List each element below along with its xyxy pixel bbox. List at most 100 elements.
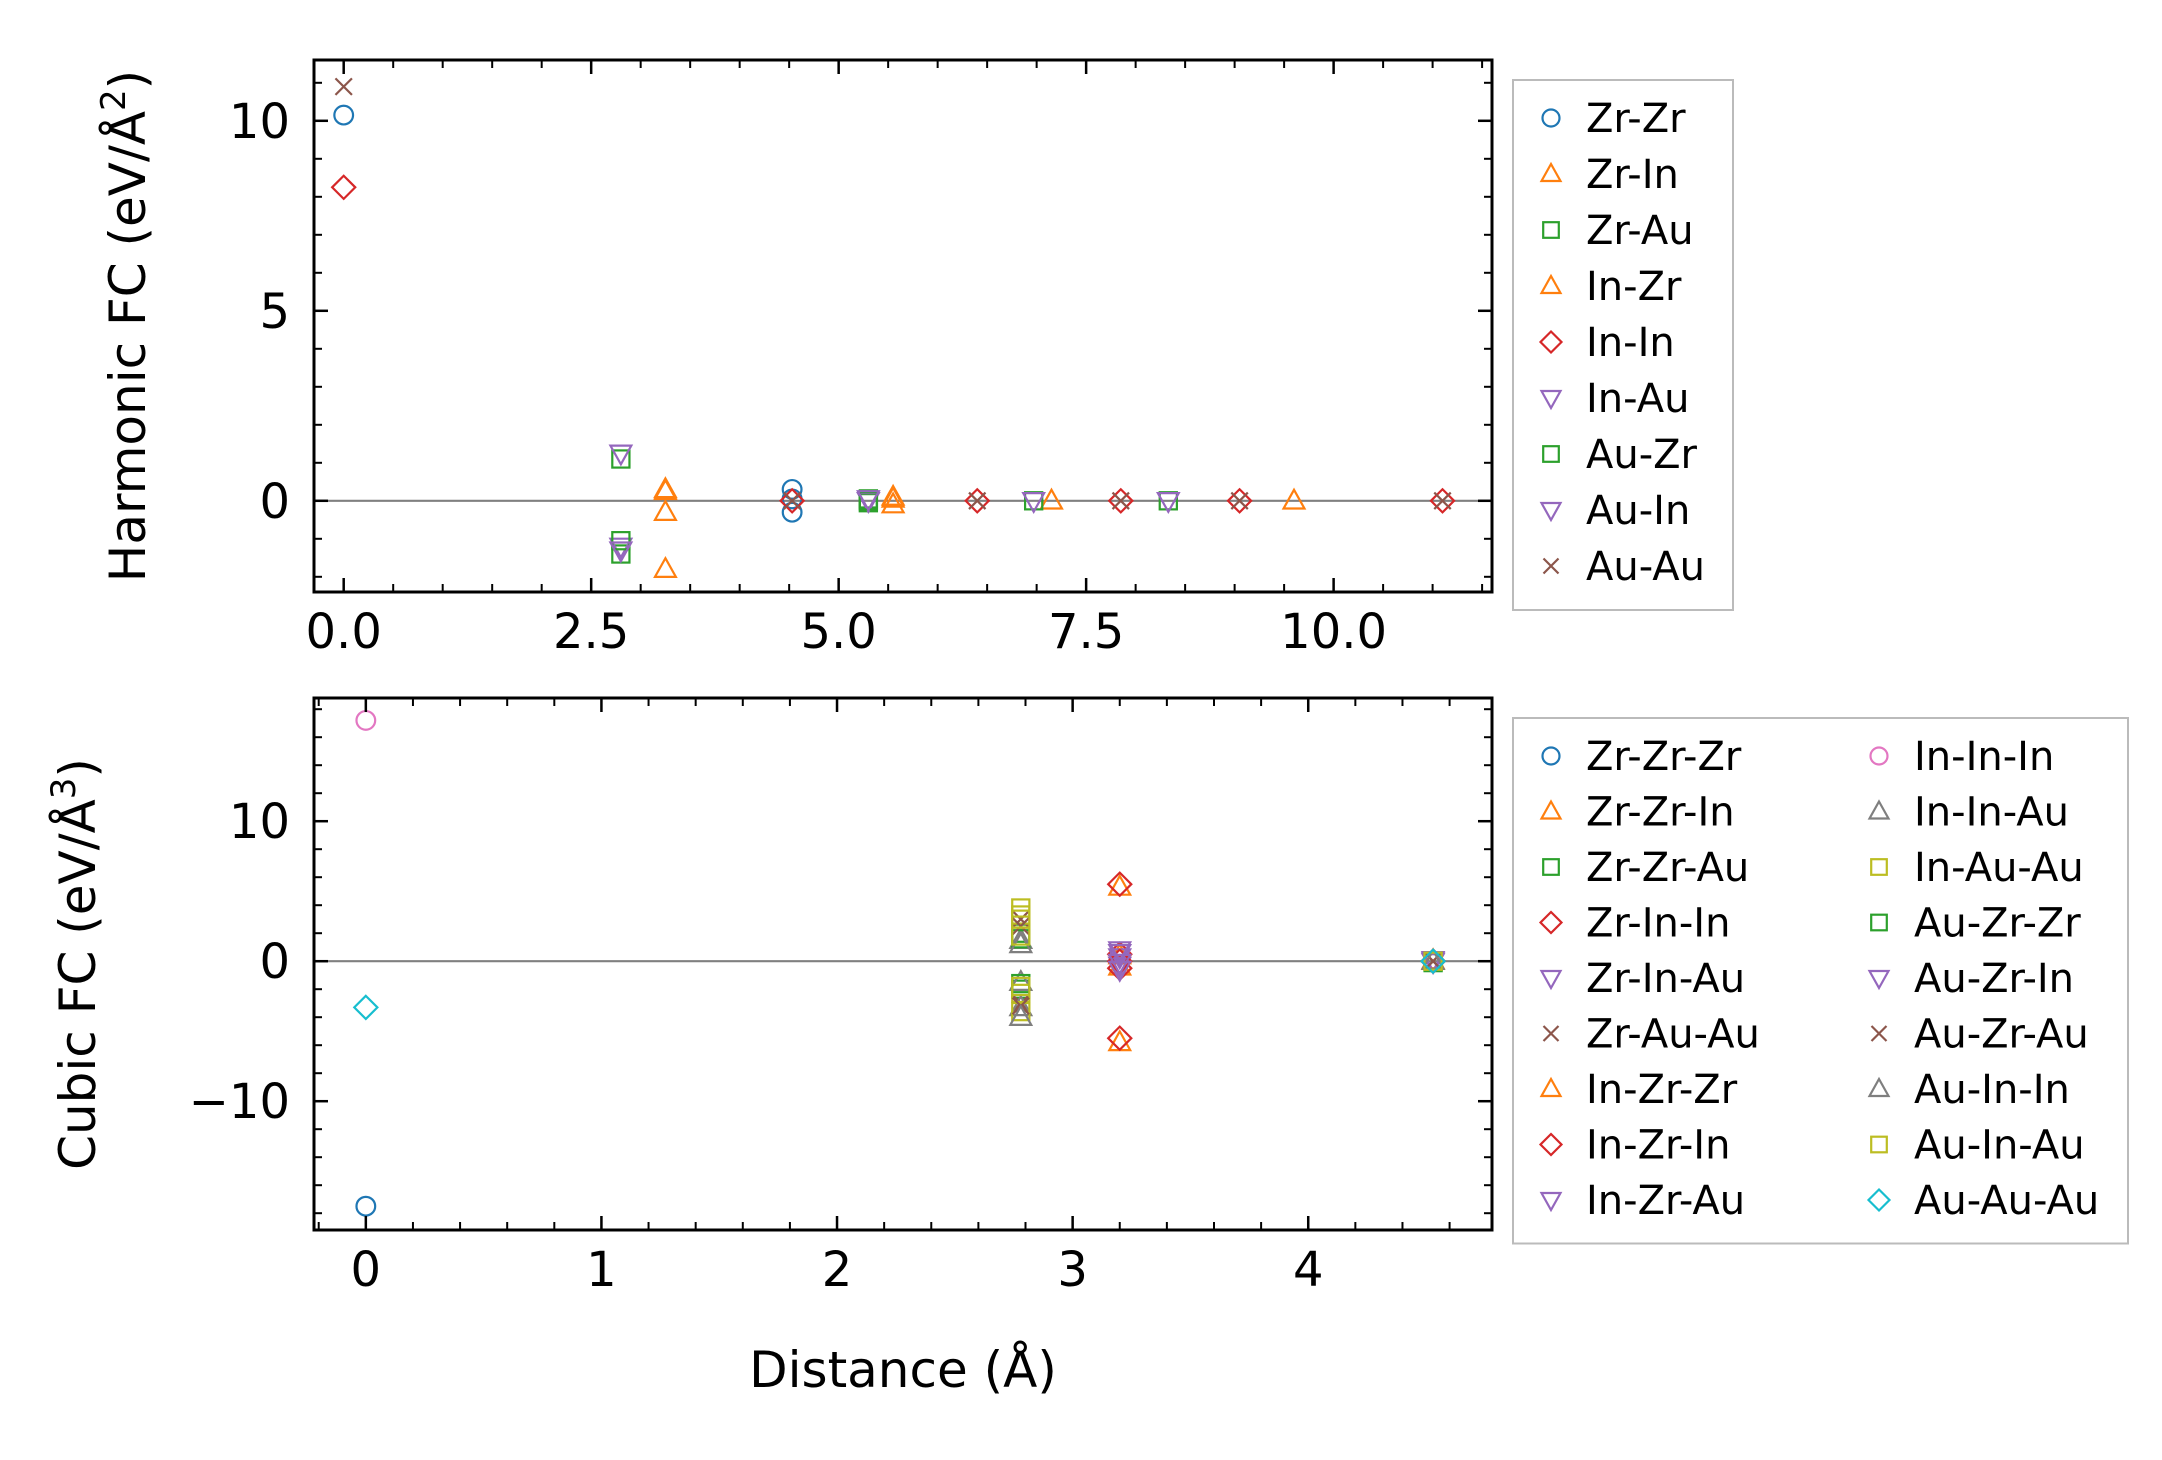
legend-label: Zr-Au-Au — [1586, 1012, 1760, 1058]
legend-label: Au-In-Au — [1914, 1123, 2085, 1169]
point-au-au-marker-5 — [1433, 491, 1452, 510]
legend-zr-zr-au-marker-0 — [1542, 858, 1560, 876]
point-zr-in-marker-5 — [1039, 487, 1064, 510]
x-tick-label: 2 — [822, 1242, 853, 1298]
legend-label: Au-In — [1586, 488, 1690, 534]
legend-item-in-zr-au: In-Zr-Au — [1539, 1178, 1745, 1224]
point-in-au-marker-1 — [608, 537, 634, 560]
legend-label: Zr-In-In — [1586, 901, 1730, 947]
series-au-au — [334, 77, 1452, 510]
series-in-au-au — [1011, 898, 1443, 1022]
legend-au-in-in-marker-0 — [1867, 1076, 1891, 1098]
point-in-au-marker-0 — [608, 444, 634, 467]
point-zr-zr-marker-2 — [781, 501, 803, 523]
legend-zr-in-in-marker-0 — [1538, 910, 1564, 935]
legend-item-in-zr-in: In-Zr-In — [1538, 1123, 1730, 1169]
legend-au-zr-in-marker-0 — [1867, 969, 1891, 991]
y-axis-label-text: Cubic FC (eV/Å — [49, 799, 107, 1170]
legend: Zr-Zr-Zr Zr-Zr-In Zr-Zr-Au Zr-In-In Zr-In-Au… — [1512, 717, 2129, 1245]
x-tick-label: 0.0 — [306, 604, 382, 660]
series-in-zr — [653, 478, 906, 508]
legend-au-zr-zr-marker-0 — [1870, 913, 1888, 932]
point-zr-in-marker-4 — [880, 491, 906, 514]
legend-label: Zr-Au — [1586, 208, 1694, 254]
legend-item-in-in-au: In-In-Au — [1867, 790, 2069, 836]
legend-label: Au-Zr-In — [1914, 956, 2074, 1002]
legend-item-zr-zr-zr: Zr-Zr-Zr — [1541, 734, 1742, 780]
point-in-in-marker-0 — [330, 174, 357, 201]
legend-item-in-zr: In-Zr — [1539, 264, 1682, 310]
legend-label: Zr-In — [1586, 152, 1679, 198]
series-in-in-au — [1008, 926, 1446, 1017]
point-in-au-au-marker-3 — [1011, 1001, 1031, 1022]
point-in-au-marker-3 — [1021, 492, 1046, 515]
x-tick-label: 0 — [351, 1242, 382, 1298]
legend-au-in-marker-0 — [1539, 501, 1563, 523]
point-in-in-marker-4 — [1226, 487, 1253, 514]
legend-au-zr-au-marker-0 — [1870, 1025, 1888, 1042]
point-au-zr-in-marker-0 — [1107, 941, 1133, 964]
point-au-au-marker-4 — [1230, 491, 1249, 510]
legend-item-au-zr: Au-Zr — [1542, 432, 1698, 478]
legend-label: Au-Zr-Zr — [1914, 901, 2081, 947]
point-au-in-in-marker-1 — [1008, 1003, 1034, 1027]
legend-zr-in-marker-0 — [1539, 161, 1563, 183]
legend-zr-au-au-marker-0 — [1542, 1025, 1560, 1042]
point-zr-in-marker-1 — [653, 498, 678, 522]
point-in-zr-marker-1 — [653, 478, 678, 501]
legend-item-zr-zr-au: Zr-Zr-Au — [1542, 845, 1749, 891]
point-au-au-marker-1 — [783, 491, 802, 510]
legend-label: Zr-Zr-Zr — [1586, 734, 1742, 780]
legend-label: Au-In-In — [1914, 1067, 2070, 1113]
point-zr-zr-zr-marker-0 — [355, 1195, 377, 1217]
series-zr-zr-in — [1107, 942, 1446, 976]
legend-label: In-In-In — [1914, 734, 2054, 780]
point-in-zr-au-marker-1 — [1107, 953, 1133, 976]
legend-item-in-in: In-In — [1538, 320, 1675, 366]
series-in-in-in — [355, 709, 1444, 972]
x-tick-label: 3 — [1057, 1242, 1088, 1298]
axes-frame — [312, 58, 1494, 594]
point-au-zr-in-marker-1 — [1107, 960, 1133, 983]
point-in-zr-in-marker-0 — [1106, 871, 1133, 898]
series-au-zr-au — [1011, 917, 1443, 1016]
point-in-in-in-marker-0 — [355, 709, 377, 731]
x-tick-label: 4 — [1293, 1242, 1324, 1298]
point-in-zr-in-marker-1 — [1106, 1025, 1133, 1052]
legend-item-zr-zr: Zr-Zr — [1541, 96, 1686, 142]
legend-label: In-Zr — [1586, 264, 1682, 310]
series-in-zr-au — [1107, 943, 1446, 976]
legend-item-au-zr-zr: Au-Zr-Zr — [1870, 901, 2081, 947]
legend-label: Zr-Zr — [1586, 96, 1686, 142]
legend-in-in-marker-0 — [1538, 329, 1564, 355]
point-in-zr-marker-0 — [880, 485, 906, 508]
y-axis-label: Cubic FC (eV/Å3) — [44, 758, 107, 1170]
point-au-au-au-marker-1 — [1419, 948, 1447, 975]
axis-ticks — [314, 698, 1492, 1230]
point-au-au-marker-2 — [968, 491, 987, 510]
legend-au-au-au-marker-0 — [1866, 1187, 1892, 1213]
legend-in-zr-marker-0 — [1539, 273, 1563, 295]
y-tick-label: 0 — [259, 474, 290, 530]
x-axis-label: Distance (Å) — [749, 1341, 1057, 1399]
legend-item-zr-in: Zr-In — [1539, 152, 1679, 198]
legend-label: In-Zr-Zr — [1586, 1067, 1738, 1113]
point-in-in-au-marker-2 — [1008, 994, 1034, 1017]
point-zr-zr-marker-0 — [333, 104, 355, 126]
axes-frame — [312, 696, 1494, 1232]
legend-item-au-au: Au-Au — [1542, 544, 1705, 590]
legend-item-zr-in-in: Zr-In-In — [1538, 901, 1730, 947]
y-axis-label-superscript: 2 — [94, 89, 134, 111]
legend-label: Au-Zr-Au — [1914, 1012, 2089, 1058]
point-zr-au-au-marker-0 — [1011, 910, 1030, 929]
legend-label: Zr-Zr-In — [1586, 790, 1735, 836]
legend-au-zr-marker-0 — [1542, 445, 1560, 463]
legend-zr-in-au-marker-0 — [1539, 969, 1563, 991]
point-in-in-marker-2 — [964, 487, 991, 514]
point-au-zr-marker-0 — [611, 531, 631, 551]
point-in-in-au-marker-1 — [1008, 968, 1034, 992]
x-tick-label: 2.5 — [553, 604, 629, 660]
legend-label: Zr-Zr-Au — [1586, 845, 1749, 891]
point-au-in-au-marker-2 — [1011, 926, 1031, 946]
